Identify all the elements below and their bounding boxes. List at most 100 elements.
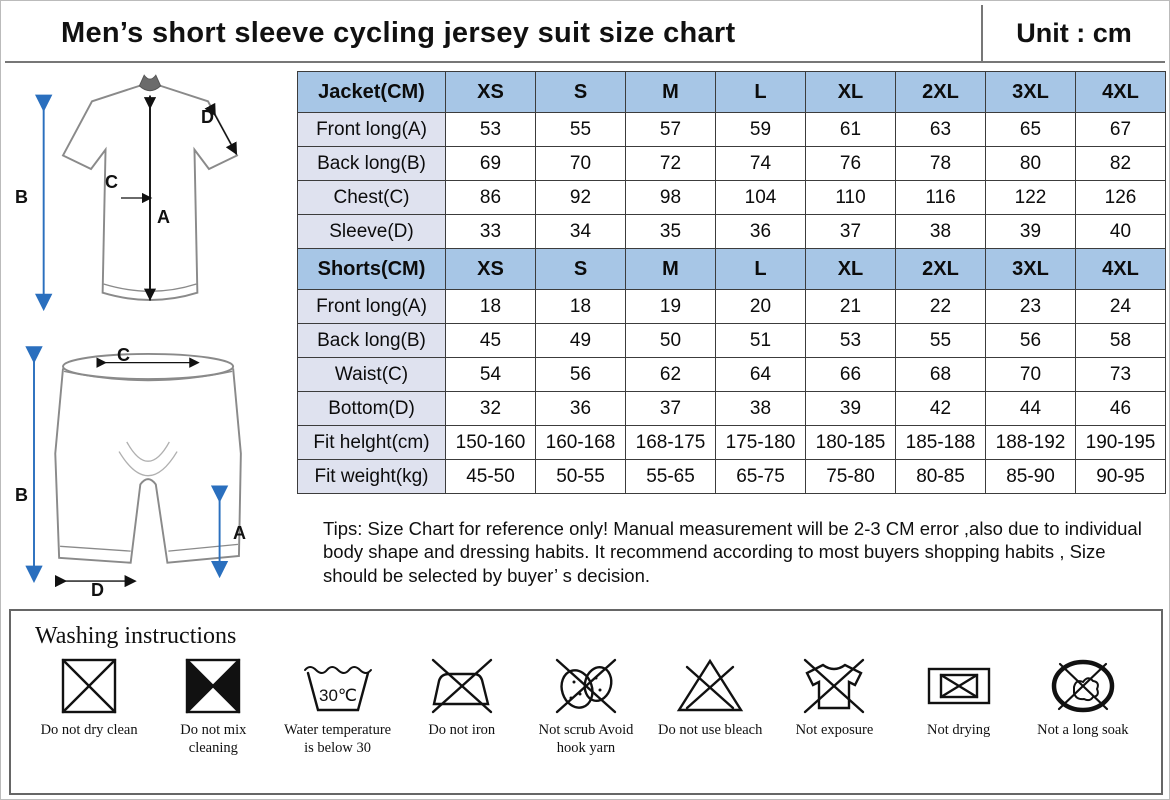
size-value-cell: 45 [445,323,536,358]
row-label-cell: Chest(C) [297,180,446,215]
size-value-cell: 65 [985,112,1076,147]
size-value-cell: 37 [625,391,716,426]
size-header-cell: 2XL [895,248,986,290]
size-value-cell: 74 [715,146,806,181]
size-value-cell: 40 [1075,214,1166,249]
size-value-cell: 23 [985,289,1076,324]
size-value-cell: 39 [985,214,1076,249]
size-value-cell: 44 [985,391,1076,426]
size-table-row: Waist(C) 54 56 62 64 66 68 70 73 [297,357,1166,392]
jersey-label-a: A [157,207,170,227]
size-value-cell: 185-188 [895,425,986,460]
size-value-cell: 22 [895,289,986,324]
size-value-cell: 78 [895,146,986,181]
washing-instructions-section: Washing instructions Do not dry clean Do … [9,609,1163,795]
size-header-cell: XS [445,71,536,113]
washing-item: Do not dry clean [27,654,151,739]
washing-item: Not drying [897,654,1021,739]
size-value-cell: 32 [445,391,536,426]
size-value-cell: 57 [625,112,716,147]
size-value-cell: 58 [1075,323,1166,358]
row-label-cell: Waist(C) [297,357,446,392]
size-value-cell: 110 [805,180,896,215]
jersey-label-c: C [105,172,118,192]
size-value-cell: 49 [535,323,626,358]
size-value-cell: 63 [895,112,986,147]
size-value-cell: 73 [1075,357,1166,392]
row-label-cell: Back long(B) [297,146,446,181]
size-value-cell: 56 [985,323,1076,358]
page-header: Men’s short sleeve cycling jersey suit s… [5,5,1165,63]
size-value-cell: 80 [985,146,1076,181]
not-long-soak-icon [1051,659,1115,713]
washing-item-label: Do not iron [428,722,496,738]
row-label-cell: Bottom(D) [297,391,446,426]
size-value-cell: 38 [895,214,986,249]
size-value-cell: 20 [715,289,806,324]
size-value-cell: 90-95 [1075,459,1166,494]
size-header-cell: M [625,71,716,113]
washing-item: Not a long soak [1021,654,1145,739]
size-value-cell: 53 [445,112,536,147]
size-value-cell: 76 [805,146,896,181]
size-value-cell: 122 [985,180,1076,215]
size-value-cell: 168-175 [625,425,716,460]
size-value-cell: 21 [805,289,896,324]
size-table-row: Front long(A) 53 55 57 59 61 63 65 67 [297,112,1166,147]
washing-item-label: Water temperature is below 30 [283,722,392,757]
size-value-cell: 104 [715,180,806,215]
size-value-cell: 18 [445,289,536,324]
size-value-cell: 53 [805,323,896,358]
size-value-cell: 66 [805,357,896,392]
size-header-cell: L [715,248,806,290]
washing-item-label: Not scrub Avoid hook yarn [538,722,634,757]
svg-text:30℃: 30℃ [319,686,357,705]
size-table-row: Front long(A) 18 18 19 20 21 22 23 24 [297,289,1166,324]
size-table-section-header-row: Shorts(CM) XS S M L XL 2XL 3XL 4XL [297,248,1166,290]
size-table: Jacket(CM) XS S M L XL 2XL 3XL 4XL Front long(A) 5… [297,71,1166,494]
shorts-drawing-icon [25,346,242,588]
row-label-cell: Fit helght(cm) [297,425,446,460]
washing-item: 30℃ Water temperature is below 30 [275,654,399,757]
size-header-cell: 3XL [985,248,1076,290]
size-value-cell: 33 [445,214,536,249]
jersey-label-d: D [201,107,214,127]
size-value-cell: 92 [535,180,626,215]
size-value-cell: 70 [535,146,626,181]
size-value-cell: 72 [625,146,716,181]
size-header-cell: 4XL [1075,248,1166,290]
size-value-cell: 86 [445,180,536,215]
size-value-cell: 46 [1075,391,1166,426]
row-label-cell: Front long(A) [297,112,446,147]
size-value-cell: 51 [715,323,806,358]
size-value-cell: 150-160 [445,425,536,460]
size-value-cell: 39 [805,391,896,426]
shorts-diagram: C B A D [5,337,297,605]
size-value-cell: 64 [715,357,806,392]
size-table-row: Back long(B) 45 49 50 51 53 55 56 58 [297,323,1166,358]
do-not-dry-clean-icon [61,658,117,714]
size-table-row: Bottom(D) 32 36 37 38 39 42 44 46 [297,391,1166,426]
garment-diagrams: A B C D C B [5,69,297,605]
size-value-cell: 36 [535,391,626,426]
size-value-cell: 190-195 [1075,425,1166,460]
size-header-cell: M [625,248,716,290]
size-table-row: Fit helght(cm) 150-160 160-168 168-175 175-1… [297,425,1166,460]
size-value-cell: 67 [1075,112,1166,147]
row-label-cell: Front long(A) [297,289,446,324]
size-header-cell: XL [805,71,896,113]
washing-instructions-title: Washing instructions [35,623,237,649]
size-value-cell: 80-85 [895,459,986,494]
size-value-cell: 24 [1075,289,1166,324]
size-value-cell: 65-75 [715,459,806,494]
shorts-label-b: B [15,485,28,505]
size-value-cell: 68 [895,357,986,392]
washing-items-row: Do not dry clean Do not mix cleaning 30℃ Wa… [11,650,1161,757]
size-header-cell: L [715,71,806,113]
size-value-cell: 45-50 [445,459,536,494]
size-value-cell: 35 [625,214,716,249]
size-header-cell: S [535,248,626,290]
row-label-cell: Fit weight(kg) [297,459,446,494]
size-value-cell: 38 [715,391,806,426]
